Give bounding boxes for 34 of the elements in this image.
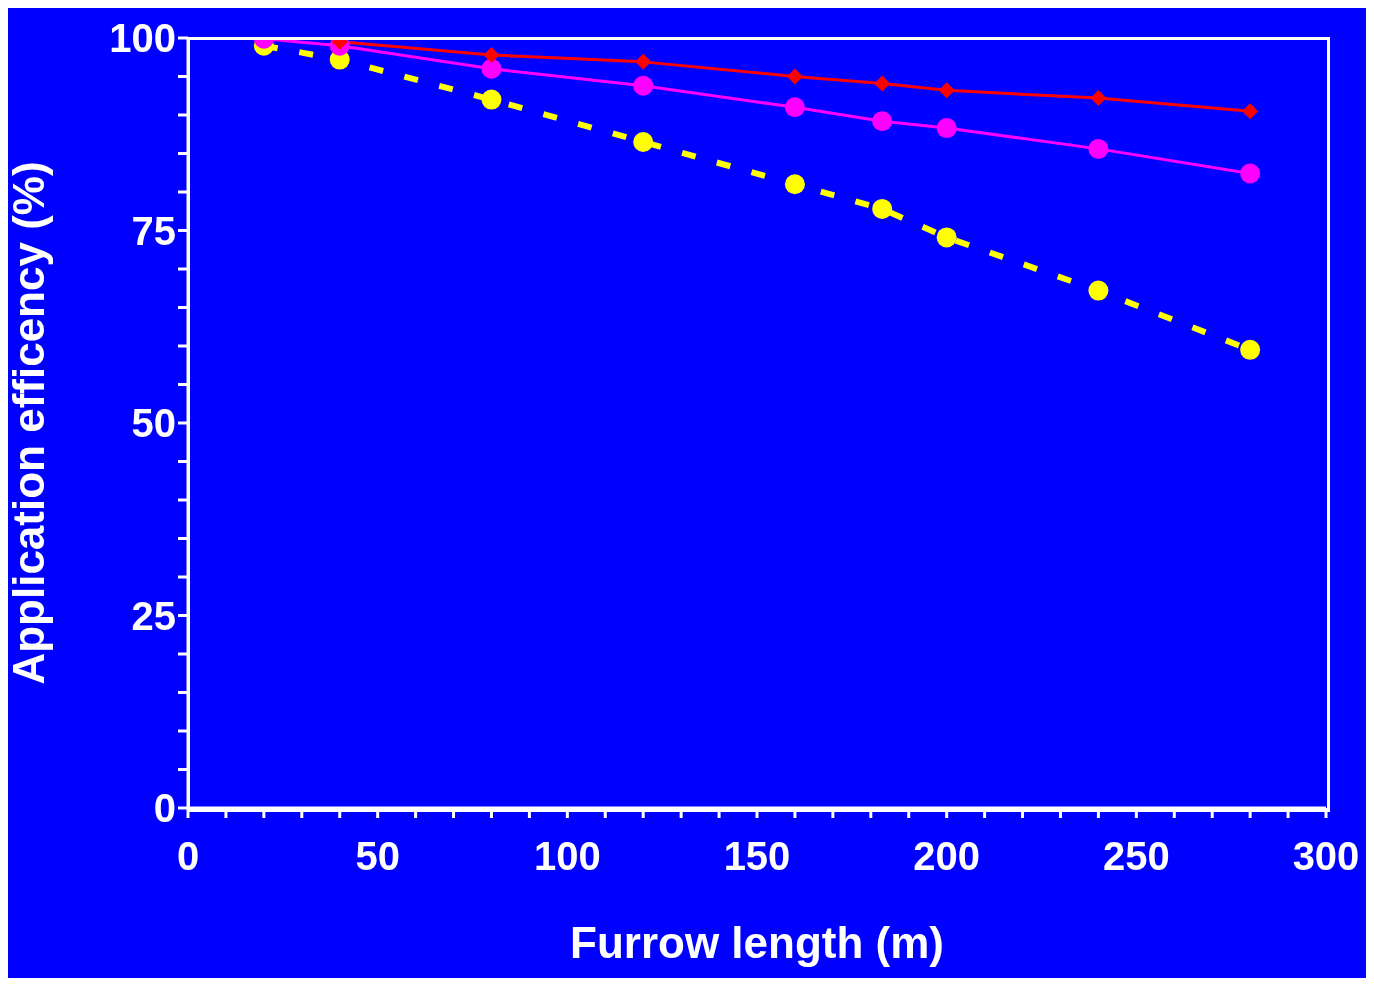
x-tick-label: 250 xyxy=(1102,834,1170,879)
point xyxy=(936,118,957,139)
y-tick-label: 0 xyxy=(153,786,176,831)
y-tick-label: 75 xyxy=(131,208,176,253)
x-tick-label: 150 xyxy=(723,834,791,879)
point xyxy=(784,174,805,195)
point xyxy=(1240,339,1261,360)
x-tick-label: 200 xyxy=(913,834,981,879)
point xyxy=(872,111,893,132)
point xyxy=(1090,90,1107,107)
y-tick-label: 25 xyxy=(131,593,176,638)
point xyxy=(786,68,803,85)
point xyxy=(633,75,654,96)
point xyxy=(1088,280,1109,301)
point xyxy=(938,82,955,99)
x-tick-label: 100 xyxy=(533,834,601,879)
point xyxy=(874,75,891,92)
point xyxy=(1242,103,1259,120)
y-tick-label: 100 xyxy=(109,16,176,61)
point xyxy=(481,58,502,79)
point xyxy=(784,97,805,118)
point xyxy=(481,89,502,110)
y-axis-title: Application efficency (%) xyxy=(3,161,53,685)
point xyxy=(1240,163,1261,184)
x-tick-label: 50 xyxy=(355,834,400,879)
y-tick-label: 50 xyxy=(131,401,176,446)
point xyxy=(633,131,654,152)
x-tick-label: 300 xyxy=(1292,834,1360,879)
x-axis-title: Furrow length (m) xyxy=(570,918,944,967)
point xyxy=(635,53,652,70)
point xyxy=(1088,138,1109,159)
point xyxy=(936,227,957,248)
point xyxy=(872,198,893,219)
point xyxy=(483,46,500,63)
